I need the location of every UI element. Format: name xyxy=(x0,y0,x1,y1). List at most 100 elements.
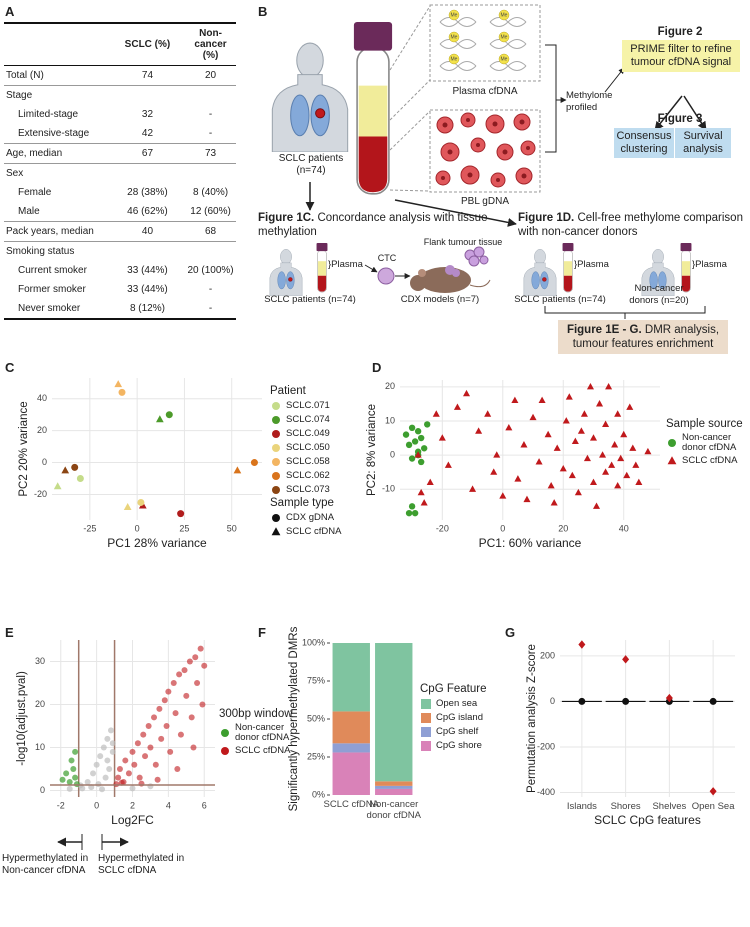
me-label: Me xyxy=(451,56,458,62)
point xyxy=(614,410,622,417)
tissue-label: Flank tumour tissue xyxy=(423,237,503,247)
point xyxy=(186,658,193,665)
point xyxy=(177,731,184,738)
table-cell: 42 xyxy=(141,128,154,139)
point xyxy=(142,753,149,760)
dna-strands xyxy=(439,17,527,71)
legend-symbol xyxy=(272,472,280,480)
point xyxy=(709,787,717,796)
legend-label: SCLC.058 xyxy=(286,456,330,467)
point xyxy=(73,781,80,788)
legend-title: 300bp window xyxy=(219,708,293,720)
table-row: Pack years, median 40 68 xyxy=(4,221,236,242)
table-cell: 32 xyxy=(141,109,154,120)
table-cell: 33 (44%) xyxy=(127,265,168,276)
header-cell xyxy=(4,23,110,66)
point xyxy=(70,766,77,773)
legend-label: SCLC.074 xyxy=(286,414,330,425)
point xyxy=(408,503,416,510)
y-axis-title: -log10(adjust.pval) xyxy=(16,671,28,766)
cohort-table: SCLC (%) Non-cancer (%) Total (N) 74 20 Sta… xyxy=(4,22,236,320)
point xyxy=(408,455,416,462)
point xyxy=(547,482,555,489)
point xyxy=(66,785,73,792)
legend: Sample type CDX gDNA SCLC cfDNA xyxy=(270,497,352,540)
point xyxy=(589,434,598,441)
point xyxy=(405,509,413,517)
table-cell: Female xyxy=(18,187,52,198)
y-axis-title: PC2: 8% variance xyxy=(366,404,378,496)
cfdna-box xyxy=(429,4,541,82)
point xyxy=(90,770,97,777)
x-tick-label: Shores xyxy=(610,801,641,812)
plasma-label: }Plasma xyxy=(328,259,363,270)
point xyxy=(417,488,425,496)
methyl-dots xyxy=(448,9,510,65)
figure-title: Figure 1D. xyxy=(518,212,575,224)
point xyxy=(109,740,116,747)
point xyxy=(514,475,522,482)
legend: Patient SCLC.071 SCLC.074 SCLC.049 SCLC.050 S… xyxy=(270,385,352,498)
legend-entry: SCLC cfDNA xyxy=(270,526,352,538)
legend-symbol xyxy=(272,402,280,410)
point xyxy=(493,451,501,458)
patient-icon xyxy=(523,249,557,296)
point xyxy=(84,778,91,785)
point xyxy=(538,396,546,404)
point xyxy=(620,430,628,438)
me-label: Me xyxy=(501,12,508,18)
point xyxy=(138,780,145,787)
point xyxy=(574,488,582,496)
bar-segment xyxy=(332,711,370,744)
point xyxy=(578,640,586,649)
figure-title: Figure 2 xyxy=(657,26,703,38)
panel-label: B xyxy=(258,4,268,19)
table-cell: 33 (44%) xyxy=(127,284,168,295)
y-axis-title: PC2 20% variance xyxy=(18,401,30,496)
table-cell: 46 (62%) xyxy=(127,206,168,217)
legend-symbol xyxy=(272,458,280,466)
legend-marker xyxy=(221,747,229,755)
point xyxy=(176,671,183,678)
point xyxy=(635,478,643,485)
point xyxy=(709,697,717,705)
panel-label: E xyxy=(5,625,14,640)
legend: Sample source Non-cancer donor cfDNA SCLC … xyxy=(666,418,748,469)
point xyxy=(408,424,416,432)
bar-segment xyxy=(375,643,413,782)
point xyxy=(559,464,567,472)
table-row: Extensive-stage 42 - xyxy=(4,124,236,144)
table-cell: 8 (40%) xyxy=(193,187,229,198)
patients-label: SCLC patients (n=74) xyxy=(264,294,356,305)
legend-label: SCLC.071 xyxy=(286,400,330,411)
bar-segment xyxy=(332,743,370,753)
point xyxy=(665,693,673,703)
point xyxy=(125,770,132,777)
legend-title: Sample source xyxy=(666,418,743,430)
point xyxy=(490,468,498,475)
legend-marker xyxy=(272,402,280,410)
legend-label: SCLC cfDNA xyxy=(682,455,738,466)
point xyxy=(123,503,132,511)
table-cell: Limited-stage xyxy=(18,109,79,120)
header-cell: Non-cancer (%) xyxy=(185,23,236,66)
point xyxy=(565,393,573,400)
legend-marker xyxy=(271,527,281,536)
arrow xyxy=(654,95,683,131)
figure-text: Cell-free methylome comparison with non-… xyxy=(518,212,743,238)
point xyxy=(107,727,114,734)
point xyxy=(529,413,537,421)
point xyxy=(115,774,122,781)
legend-label: Open sea xyxy=(436,698,478,709)
point xyxy=(72,774,79,781)
point xyxy=(608,461,616,468)
x-tick-label: 6 xyxy=(202,800,207,810)
point xyxy=(97,753,104,760)
panel-label: C xyxy=(5,360,15,375)
gdna-box xyxy=(429,109,541,193)
legend-label: SCLC.062 xyxy=(286,470,330,481)
point xyxy=(129,785,136,792)
x-tick-label: -25 xyxy=(83,523,96,533)
x-tick-label: -2 xyxy=(57,800,65,810)
legend-symbol xyxy=(667,456,677,465)
